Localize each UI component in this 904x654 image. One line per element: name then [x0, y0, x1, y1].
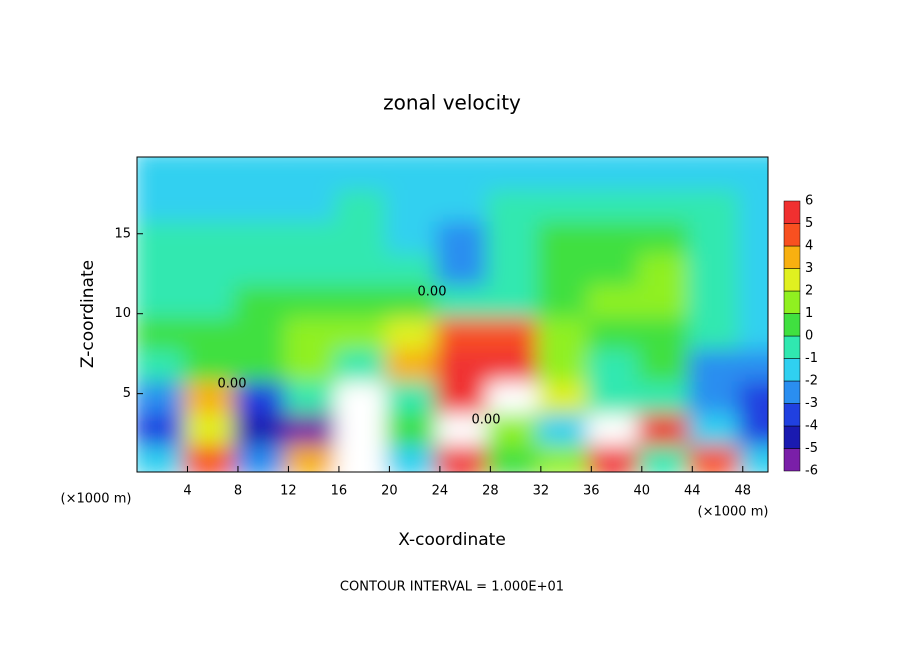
y-tick-label: 5: [123, 386, 131, 401]
cell: [587, 157, 646, 190]
colorbar-label: -4: [805, 419, 818, 434]
colorbar-label: -5: [805, 441, 818, 456]
x-tick-label: 12: [280, 484, 297, 499]
x-tick-label: 32: [533, 484, 550, 499]
cell: [637, 157, 697, 190]
colorbar-label: 6: [805, 194, 813, 209]
x-tick-label: 44: [684, 484, 701, 499]
colorbar-swatch: [783, 358, 801, 382]
y-axis-label: Z-coordinate: [78, 260, 98, 368]
x-tick-label: 28: [482, 484, 499, 499]
colorbar-swatch: [783, 223, 801, 247]
colorbar-swatch: [783, 448, 801, 472]
colorbar-label: 3: [805, 261, 813, 276]
colorbar-label: 1: [805, 306, 813, 321]
cell: [137, 157, 192, 190]
cell: [486, 157, 545, 190]
x-axis-label: X-coordinate: [398, 530, 506, 550]
contour-label: 0.00: [472, 413, 501, 428]
x-tick-label: 24: [432, 484, 449, 499]
colorbar-label: 4: [805, 239, 813, 254]
chart-title: zonal velocity: [383, 91, 521, 115]
plot-frame: [136, 156, 769, 473]
x-unit: (×1000 m): [698, 505, 769, 520]
colorbar-label: -6: [805, 464, 818, 479]
y-tick-label: 15: [114, 226, 131, 241]
x-tick-label: 16: [331, 484, 348, 499]
cell: [738, 157, 768, 190]
x-tick-label: 40: [634, 484, 651, 499]
colorbar-swatch: [783, 290, 801, 314]
cell: [284, 157, 343, 190]
colorbar-swatch: [783, 268, 801, 292]
contour-label: 0.00: [218, 377, 247, 392]
colorbar-label: 2: [805, 284, 813, 299]
field: [137, 157, 768, 472]
y-tick-label: 10: [114, 306, 131, 321]
y-unit: (×1000 m): [61, 492, 132, 507]
contour-label: 0.00: [418, 285, 447, 300]
cell: [183, 157, 242, 190]
colorbar-swatch: [783, 245, 801, 269]
colorbar-swatch: [783, 380, 801, 404]
colorbar-swatch: [783, 313, 801, 337]
colorbar-label: -3: [805, 396, 818, 411]
colorbar-swatch: [783, 200, 801, 224]
cell: [688, 157, 747, 190]
colorbar-label: -2: [805, 374, 818, 389]
cell: [233, 157, 293, 190]
colorbar-swatch: [783, 403, 801, 427]
x-tick-label: 4: [183, 484, 191, 499]
footer: CONTOUR INTERVAL = 1.000E+01: [340, 580, 564, 595]
colorbar-label: 0: [805, 329, 813, 344]
cell: [334, 157, 394, 190]
cell: [435, 157, 495, 190]
cells: [137, 157, 768, 472]
colorbar-swatch: [783, 425, 801, 449]
x-tick-label: 8: [234, 484, 242, 499]
colorbar-label: -1: [805, 351, 818, 366]
colorbar-swatch: [783, 335, 801, 359]
colorbar-label: 5: [805, 216, 813, 231]
x-tick-label: 48: [734, 484, 751, 499]
cell: [385, 157, 444, 190]
x-tick-label: 20: [381, 484, 398, 499]
x-tick-label: 36: [583, 484, 600, 499]
cell: [536, 157, 596, 190]
